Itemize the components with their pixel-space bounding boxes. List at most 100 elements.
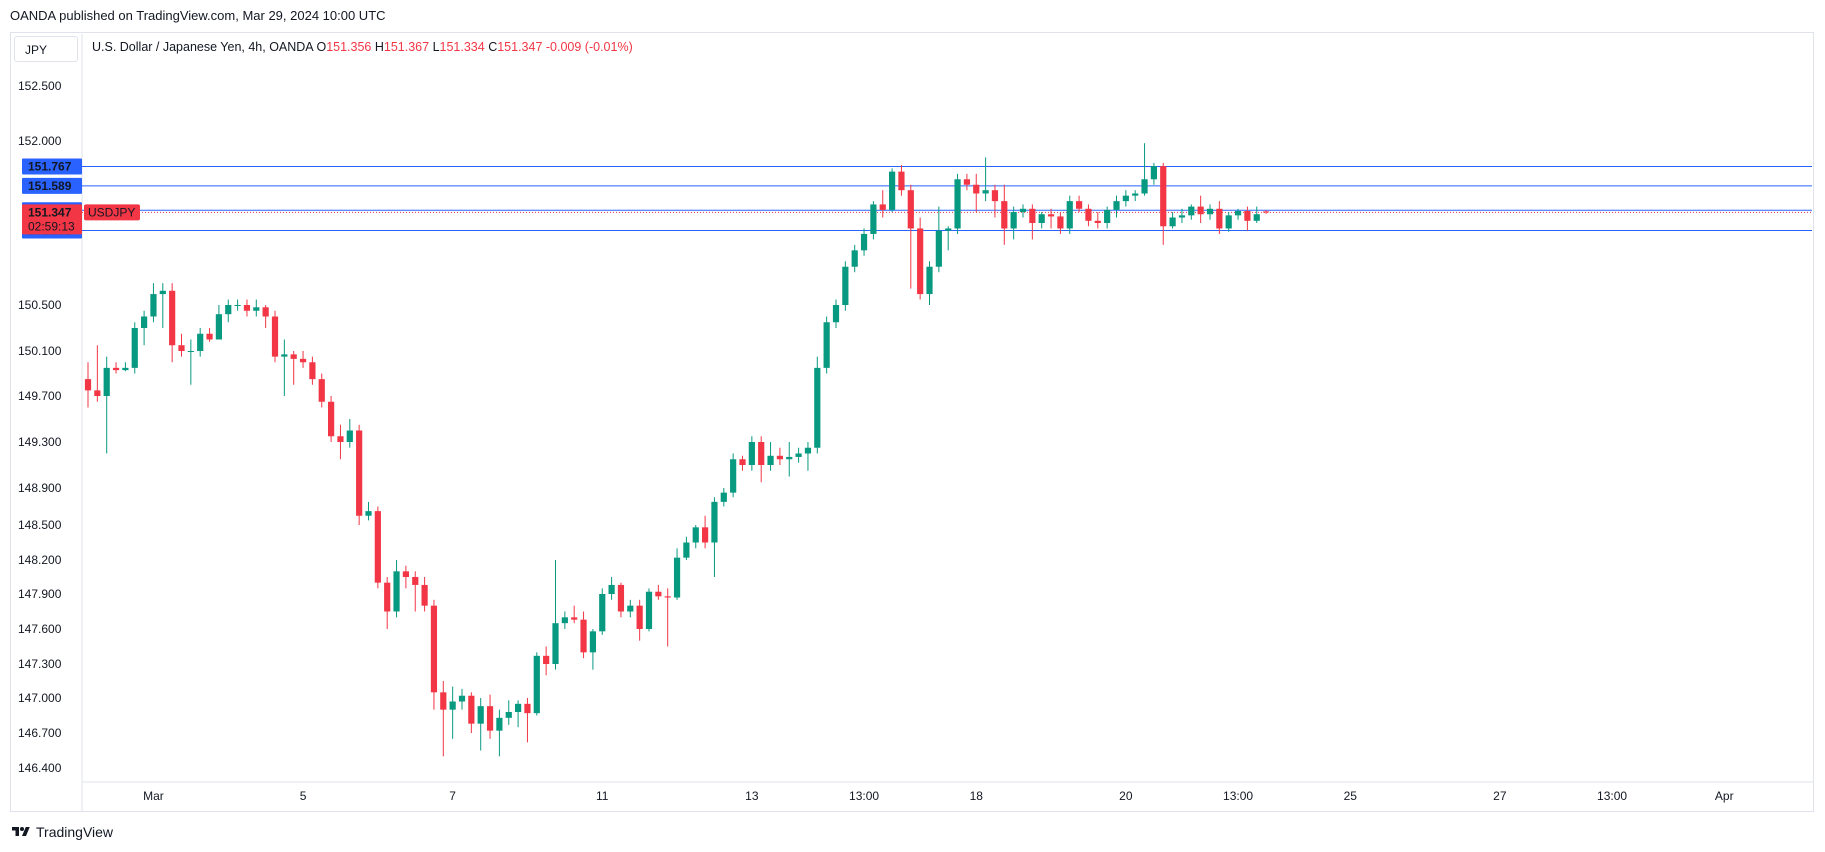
y-tick-label: 149.300 <box>18 435 62 449</box>
legend-open-label: O <box>316 40 327 54</box>
footer: TradingView <box>10 824 113 840</box>
candle-body <box>758 442 765 465</box>
current-price-tag <box>22 204 82 235</box>
candle-body <box>533 655 540 714</box>
candle-body <box>449 701 456 710</box>
candle-body <box>328 401 335 437</box>
chart-frame <box>10 32 1814 812</box>
countdown-label: 02:59:13 <box>28 219 75 233</box>
candle-body <box>963 179 970 185</box>
legend-low: 151.334 <box>439 40 485 54</box>
candle-body <box>1225 215 1232 229</box>
candle-body <box>169 290 176 346</box>
candle-body <box>159 290 166 295</box>
level-price-tag <box>22 158 82 175</box>
candle-body <box>1066 201 1073 229</box>
candle-body <box>720 492 727 502</box>
candle-body <box>150 294 157 317</box>
candle-body <box>187 351 194 352</box>
candle-body <box>776 455 783 460</box>
chart-legend: U.S. Dollar / Japanese Yen, 4h, OANDA O1… <box>92 40 633 54</box>
candle-body <box>917 228 924 295</box>
candle-body <box>103 367 110 396</box>
candle-body <box>524 703 531 714</box>
candle-body <box>141 316 148 328</box>
candle-body <box>1010 212 1017 229</box>
candle-body <box>552 623 559 664</box>
candle-body <box>94 390 101 396</box>
candle-body <box>430 605 438 693</box>
candle-body <box>599 594 606 632</box>
legend-low-label: L <box>432 40 440 54</box>
candle-body <box>122 367 129 371</box>
candle-body <box>823 322 830 368</box>
candle-body <box>271 316 279 357</box>
candle-body <box>318 379 325 402</box>
candle-body <box>589 631 596 653</box>
x-tick-label: 13:00 <box>1223 789 1253 803</box>
y-tick-label: 147.000 <box>18 691 62 705</box>
candle-body <box>673 557 681 598</box>
legend-open: 151.356 <box>326 40 372 54</box>
candle-body <box>1160 166 1167 227</box>
y-tick-label: 147.900 <box>18 587 62 601</box>
x-tick-label: Mar <box>143 789 164 803</box>
level-price-label: 151.589 <box>28 179 72 193</box>
footer-brand[interactable]: TradingView <box>36 824 114 840</box>
candle-body <box>608 584 615 594</box>
candle-body <box>374 511 381 583</box>
candle-body <box>664 596 671 598</box>
candle-body <box>935 230 942 267</box>
candle-body <box>870 204 877 234</box>
x-tick-label: 20 <box>1119 789 1133 803</box>
candle-body <box>112 367 120 371</box>
candle-body <box>982 190 989 194</box>
legend-high: 151.367 <box>383 40 430 54</box>
candle-body <box>515 703 522 712</box>
legend-close: 151.347 <box>497 40 543 54</box>
candle-body <box>1234 210 1242 216</box>
symbol-tag-label: USDJPY <box>88 205 135 219</box>
candle-body <box>898 171 905 191</box>
candle-body <box>290 354 297 359</box>
y-tick-label: 146.700 <box>18 726 62 740</box>
candle-body <box>384 582 391 612</box>
candle-body <box>505 712 512 718</box>
candle-body <box>739 459 746 465</box>
candle-body <box>617 584 625 612</box>
candle-body <box>1113 201 1120 210</box>
candle-body <box>393 571 400 612</box>
candle-body <box>1253 214 1260 221</box>
candle-body <box>580 619 587 653</box>
candle-body <box>253 307 260 311</box>
candle-body <box>84 379 92 391</box>
candle-body <box>1047 214 1055 217</box>
y-tick-label: 148.500 <box>18 518 62 532</box>
candle-body <box>748 442 755 465</box>
candle-body <box>795 453 802 457</box>
y-tick-label: 149.700 <box>18 389 62 403</box>
candle-body <box>337 436 344 442</box>
candle-body <box>907 190 914 229</box>
candle-body <box>1094 220 1101 223</box>
candle-body <box>1263 211 1270 213</box>
candle-body <box>730 459 737 493</box>
candle-body <box>636 605 643 629</box>
x-tick-label: 7 <box>449 789 456 803</box>
candle-body <box>215 314 222 340</box>
x-tick-label: 13:00 <box>1597 789 1627 803</box>
candle-body <box>1244 210 1251 221</box>
x-tick-label: Apr <box>1715 789 1734 803</box>
x-tick-label: 18 <box>970 789 984 803</box>
x-tick-label: 5 <box>300 789 307 803</box>
candle-body <box>346 430 353 442</box>
candle-body <box>1076 201 1083 209</box>
candle-body <box>458 695 466 702</box>
candle-body <box>1197 206 1204 215</box>
candle-body <box>767 455 774 465</box>
currency-tag[interactable]: JPY <box>14 36 78 62</box>
candle-body <box>645 591 653 629</box>
candle-body <box>1188 206 1195 216</box>
candle-body <box>702 527 709 543</box>
